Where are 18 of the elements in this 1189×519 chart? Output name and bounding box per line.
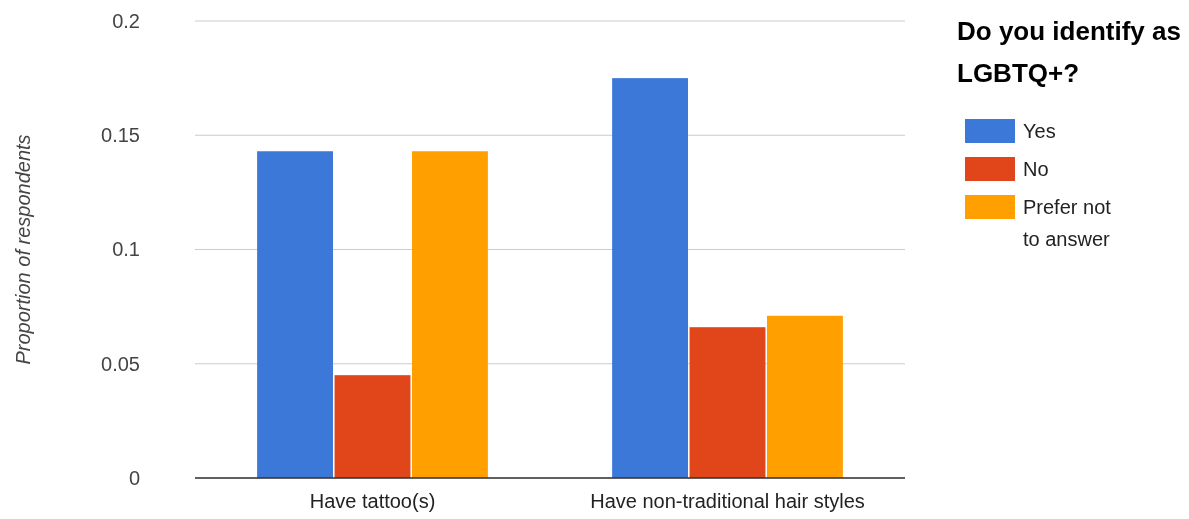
y-tick-label: 0.15	[101, 124, 140, 147]
y-tick-label: 0	[128, 466, 140, 489]
y-tick-label: 0.1	[112, 238, 140, 261]
legend-label: Yes	[1023, 120, 1056, 142]
y-tick-label: 0.2	[112, 9, 140, 32]
bar	[766, 315, 843, 478]
y-tick-label: 0.05	[101, 352, 140, 375]
legend-label: Prefer not to answer	[1023, 196, 1112, 250]
bar	[689, 327, 766, 478]
y-axis-title: Proportion of respondents	[12, 134, 34, 365]
x-tick-label: Have non-traditional hair styles	[590, 490, 865, 513]
legend-title: Do you identify as LGBTQ+?	[957, 16, 1181, 88]
bar	[257, 151, 334, 478]
x-tick-label: Have tattoo(s)	[309, 490, 436, 513]
bar	[411, 151, 488, 478]
legend-label: No	[1023, 158, 1049, 180]
bar	[334, 375, 411, 478]
bar	[612, 78, 689, 478]
